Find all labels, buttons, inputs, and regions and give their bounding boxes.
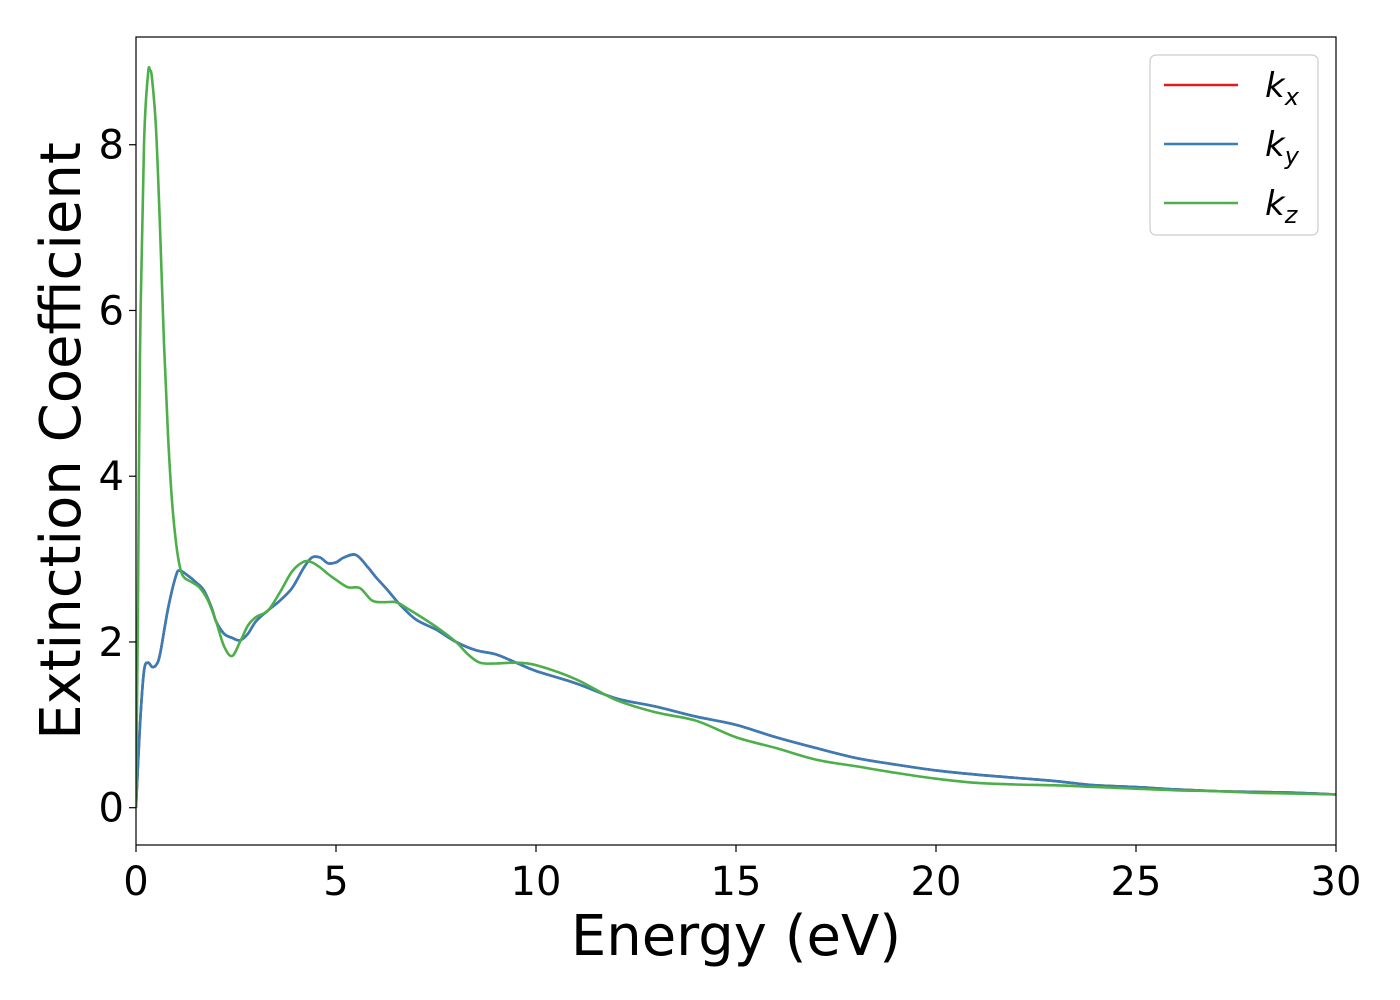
x-tick-label: 30 <box>1311 859 1362 905</box>
y-tick-label: 8 <box>99 123 124 169</box>
y-axis: 0 2 4 6 8 <box>99 123 136 832</box>
y-tick-label: 6 <box>99 288 124 334</box>
x-tick-label: 20 <box>911 859 962 905</box>
x-axis: 0 5 10 15 20 25 30 <box>123 845 1361 905</box>
x-tick-label: 10 <box>511 859 562 905</box>
x-tick-label: 25 <box>1111 859 1162 905</box>
series-line-y <box>136 553 1336 808</box>
y-tick-label: 0 <box>99 786 124 832</box>
series-line-x <box>136 553 1336 808</box>
y-axis-label: Extinction Coefficient <box>29 142 94 740</box>
x-tick-label: 5 <box>323 859 348 905</box>
x-tick-label: 15 <box>711 859 762 905</box>
plot-area <box>136 66 1336 808</box>
legend-label-z: kz <box>1265 184 1299 229</box>
legend-label-y: ky <box>1265 125 1300 170</box>
y-tick-label: 4 <box>99 454 124 500</box>
legend: kx ky kz <box>1149 54 1319 236</box>
y-tick-label: 2 <box>99 620 124 666</box>
series-line-z <box>136 66 1336 808</box>
x-axis-label: Energy (eV) <box>571 904 901 969</box>
x-tick-label: 0 <box>123 859 148 905</box>
legend-label-x: kx <box>1265 66 1300 111</box>
